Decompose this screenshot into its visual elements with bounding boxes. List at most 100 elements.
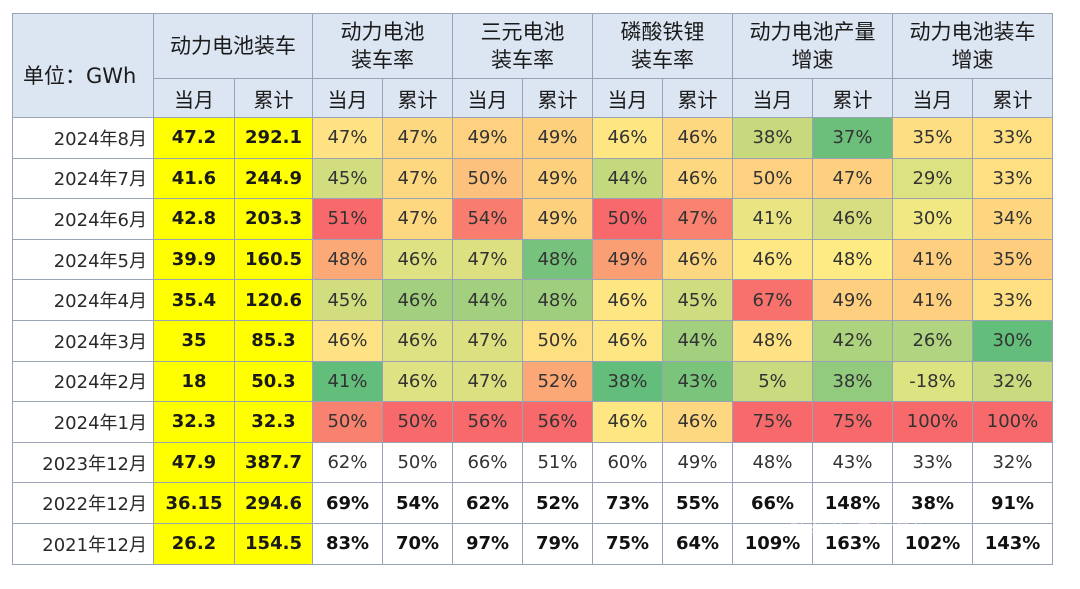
percent-cell: 47% <box>662 198 733 240</box>
percent-cell: 66% <box>452 441 523 484</box>
percent-cell: 49% <box>522 157 593 200</box>
percent-cell: 47% <box>382 157 453 200</box>
percent-cell: 33% <box>972 117 1053 159</box>
table-row: 2021年12月 26.2 154.5 83% 70% 97% 79% 75% 64% 109% 1… <box>12 522 1053 565</box>
percent-cell: 91% <box>972 482 1053 524</box>
install-cumulative-cell: 292.1 <box>234 117 313 159</box>
row-date: 2024年2月 <box>12 360 154 403</box>
percent-cell: 46% <box>732 238 813 281</box>
percent-cell: 48% <box>732 441 813 484</box>
percent-cell: 73% <box>592 482 663 524</box>
install-month-cell: 41.6 <box>153 157 235 200</box>
install-cumulative-cell: 50.3 <box>234 360 313 403</box>
install-month-cell: 39.9 <box>153 238 235 281</box>
sub-header-cumulative: 累计 <box>972 78 1053 118</box>
percent-cell: 52% <box>522 482 593 524</box>
percent-cell: 32% <box>972 441 1053 484</box>
percent-cell: 52% <box>522 360 593 403</box>
percent-cell: 44% <box>592 157 663 200</box>
install-cumulative-cell: 85.3 <box>234 319 313 362</box>
percent-cell: 44% <box>662 319 733 362</box>
percent-cell: 46% <box>382 238 453 281</box>
table-row: 2024年7月 41.6 244.9 45% 47% 50% 49% 44% 46% 50% 47%… <box>12 157 1053 200</box>
percent-cell: 67% <box>732 279 813 321</box>
install-month-cell: 35.4 <box>153 279 235 321</box>
percent-cell: 100% <box>892 401 973 443</box>
percent-cell: 49% <box>522 117 593 159</box>
install-month-cell: 47.2 <box>153 117 235 159</box>
percent-cell: 33% <box>892 441 973 484</box>
install-cumulative-cell: 160.5 <box>234 238 313 281</box>
percent-cell: -18% <box>892 360 973 403</box>
percent-cell: 148% <box>812 482 893 524</box>
group-header-lfp-rate: 磷酸铁锂 装车率 <box>592 13 733 79</box>
percent-cell: 49% <box>592 238 663 281</box>
percent-cell: 48% <box>812 238 893 281</box>
percent-cell: 69% <box>312 482 383 524</box>
percent-cell: 46% <box>382 319 453 362</box>
group-header-output-growth: 动力电池产量 增速 <box>732 13 893 79</box>
percent-cell: 163% <box>812 522 893 565</box>
sub-header-month: 当月 <box>892 78 973 118</box>
percent-cell: 46% <box>662 401 733 443</box>
percent-cell: 32% <box>972 360 1053 403</box>
percent-cell: 48% <box>732 319 813 362</box>
percent-cell: 55% <box>662 482 733 524</box>
percent-cell: 54% <box>452 198 523 240</box>
table-row: 2024年5月 39.9 160.5 48% 46% 47% 48% 49% 46% 46% 48%… <box>12 238 1053 281</box>
percent-cell: 62% <box>452 482 523 524</box>
percent-cell: 49% <box>662 441 733 484</box>
table-row: 2022年12月 36.15 294.6 69% 54% 62% 52% 73% 55% 66% 1… <box>12 482 1053 524</box>
percent-cell: 46% <box>592 401 663 443</box>
install-month-cell: 47.9 <box>153 441 235 484</box>
percent-cell: 29% <box>892 157 973 200</box>
percent-cell: 51% <box>522 441 593 484</box>
percent-cell: 48% <box>312 238 383 281</box>
row-date: 2024年7月 <box>12 157 154 200</box>
percent-cell: 47% <box>452 360 523 403</box>
row-date: 2023年12月 <box>12 441 154 484</box>
group-header-ternary-rate: 三元电池 装车率 <box>452 13 593 79</box>
sub-header-cumulative: 累计 <box>522 78 593 118</box>
sub-header-month: 当月 <box>592 78 663 118</box>
percent-cell: 43% <box>812 441 893 484</box>
percent-cell: 47% <box>382 117 453 159</box>
percent-cell: 97% <box>452 522 523 565</box>
percent-cell: 47% <box>452 319 523 362</box>
percent-cell: 26% <box>892 319 973 362</box>
percent-cell: 60% <box>592 441 663 484</box>
percent-cell: 50% <box>382 441 453 484</box>
percent-cell: 48% <box>522 279 593 321</box>
sub-header-month: 当月 <box>452 78 523 118</box>
percent-cell: 102% <box>892 522 973 565</box>
install-month-cell: 36.15 <box>153 482 235 524</box>
table-row: 2024年1月 32.3 32.3 50% 50% 56% 56% 46% 46% 75% 75% 1… <box>12 401 1053 443</box>
percent-cell: 47% <box>452 238 523 281</box>
percent-cell: 50% <box>452 157 523 200</box>
percent-cell: 41% <box>312 360 383 403</box>
percent-cell: 75% <box>812 401 893 443</box>
percent-cell: 38% <box>892 482 973 524</box>
percent-cell: 83% <box>312 522 383 565</box>
percent-cell: 42% <box>812 319 893 362</box>
percent-cell: 35% <box>972 238 1053 281</box>
install-cumulative-cell: 32.3 <box>234 401 313 443</box>
row-date: 2021年12月 <box>12 522 154 565</box>
percent-cell: 75% <box>592 522 663 565</box>
install-cumulative-cell: 244.9 <box>234 157 313 200</box>
percent-cell: 50% <box>592 198 663 240</box>
percent-cell: 44% <box>452 279 523 321</box>
percent-cell: 41% <box>732 198 813 240</box>
install-cumulative-cell: 294.6 <box>234 482 313 524</box>
percent-cell: 46% <box>382 360 453 403</box>
percent-cell: 34% <box>972 198 1053 240</box>
percent-cell: 51% <box>312 198 383 240</box>
percent-cell: 30% <box>972 319 1053 362</box>
percent-cell: 49% <box>452 117 523 159</box>
group-header-install-growth: 动力电池装车 增速 <box>892 13 1053 79</box>
row-date: 2024年1月 <box>12 401 154 443</box>
percent-cell: 75% <box>732 401 813 443</box>
percent-cell: 33% <box>972 279 1053 321</box>
install-month-cell: 26.2 <box>153 522 235 565</box>
row-date: 2024年8月 <box>12 117 154 159</box>
